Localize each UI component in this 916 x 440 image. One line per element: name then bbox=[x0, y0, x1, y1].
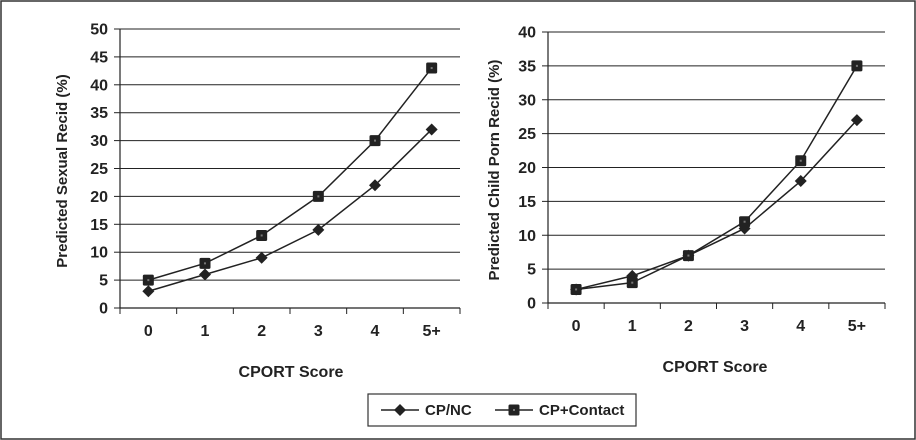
legend-item-cp-contact: CP+Contact bbox=[495, 402, 624, 419]
chart-1-point-cp-contact-dot bbox=[204, 262, 206, 265]
chart-1-y-tick-label: 5 bbox=[99, 273, 108, 290]
chart-1-y-axis-label: Predicted Sexual Recid (%) bbox=[54, 74, 71, 267]
chart-2-y-axis-label: Predicted Child Porn Recid (%) bbox=[486, 60, 503, 281]
chart-2-x-tick-label: 3 bbox=[740, 318, 749, 335]
chart-1-x-tick-label: 3 bbox=[314, 323, 323, 340]
chart-2-x-axis-label: CPORT Score bbox=[663, 359, 768, 376]
chart-2-y-tick-label: 5 bbox=[527, 262, 536, 279]
chart-1-point-cp-nc bbox=[142, 285, 155, 298]
legend-label-cp-contact: CP+Contact bbox=[539, 402, 624, 419]
chart-1-point-cp-nc bbox=[369, 179, 381, 192]
diamond-marker-icon bbox=[394, 404, 406, 416]
chart-1-y-tick-label: 45 bbox=[90, 49, 108, 66]
chart-2-point-cp-nc bbox=[794, 175, 807, 188]
chart-2-x-tick-label: 4 bbox=[796, 318, 805, 335]
chart-1-x-tick-label: 2 bbox=[257, 323, 266, 340]
child-porn-recid-chart: Predicted Child Porn Recid (%) CPORT Sco… bbox=[486, 25, 886, 376]
chart-2-y-tick-label: 20 bbox=[518, 160, 536, 177]
chart-2-point-cp-contact-dot bbox=[575, 288, 578, 291]
legend: CP/NC CP+Contact bbox=[367, 393, 637, 427]
chart-2-point-cp-nc bbox=[850, 114, 863, 127]
chart-1-y-tick-label: 35 bbox=[90, 105, 108, 122]
chart-2-point-cp-contact-dot bbox=[743, 220, 746, 223]
chart-1-point-cp-contact-dot bbox=[317, 195, 320, 198]
chart-1-y-tick-label: 0 bbox=[99, 301, 108, 318]
chart-1-y-tick-label: 30 bbox=[90, 133, 108, 150]
chart-2-point-cp-contact-dot bbox=[799, 159, 802, 162]
chart-1-y-tick-label: 10 bbox=[90, 245, 108, 262]
chart-1-point-cp-contact-dot bbox=[374, 139, 376, 142]
chart-2-series-line-cp-nc bbox=[575, 119, 858, 291]
chart-1-series-line-cp-contact bbox=[148, 67, 433, 281]
chart-2-y-tick-label: 0 bbox=[527, 296, 536, 313]
chart-2-x-tick-label: 2 bbox=[684, 318, 693, 335]
chart-1-x-tick-label: 0 bbox=[144, 323, 153, 340]
chart-1-x-tick-label: 4 bbox=[371, 323, 380, 340]
chart-1-point-cp-nc bbox=[312, 223, 325, 236]
chart-1-point-cp-contact-dot bbox=[430, 67, 433, 70]
chart-1-x-tick-label: 1 bbox=[201, 323, 210, 340]
chart-1-point-cp-nc bbox=[255, 251, 268, 264]
chart-2-point-cp-contact-dot bbox=[687, 254, 690, 257]
chart-2-y-tick-label: 30 bbox=[518, 92, 536, 109]
chart-2-y-tick-label: 10 bbox=[518, 228, 536, 245]
chart-2-series-line-cp-contact bbox=[575, 65, 858, 291]
legend-item-cp-nc: CP/NC bbox=[381, 402, 472, 419]
chart-2-y-tick-label: 40 bbox=[518, 25, 536, 42]
square-marker-inner-dot bbox=[513, 409, 515, 411]
chart-2-y-tick-label: 15 bbox=[518, 194, 536, 211]
chart-1-point-cp-nc bbox=[425, 123, 438, 136]
chart-2-y-tick-label: 25 bbox=[518, 126, 536, 143]
chart-2-point-cp-contact-dot bbox=[631, 281, 634, 284]
chart-1-x-axis-label: CPORT Score bbox=[239, 364, 344, 381]
chart-1-y-tick-label: 50 bbox=[90, 22, 108, 39]
chart-2-x-tick-label: 5+ bbox=[848, 318, 866, 335]
sexual-recid-chart: Predicted Sexual Recid (%) CPORT Score 0… bbox=[54, 22, 461, 381]
chart-1-point-cp-contact-dot bbox=[147, 279, 150, 282]
chart-1-point-cp-nc bbox=[199, 268, 211, 281]
chart-1-x-tick-label: 5+ bbox=[423, 323, 441, 340]
chart-1-point-cp-contact-dot bbox=[260, 234, 263, 237]
chart-1-y-tick-label: 20 bbox=[90, 189, 108, 206]
chart-1-y-tick-label: 25 bbox=[90, 161, 108, 178]
chart-1-y-tick-label: 15 bbox=[90, 217, 108, 234]
chart-1-y-tick-label: 40 bbox=[90, 77, 108, 94]
chart-1-series-line-cp-nc bbox=[148, 128, 433, 292]
chart-2-x-tick-label: 1 bbox=[628, 318, 637, 335]
legend-label-cp-nc: CP/NC bbox=[425, 402, 472, 419]
chart-2-point-cp-contact-dot bbox=[855, 64, 858, 67]
chart-2-x-tick-label: 0 bbox=[572, 318, 581, 335]
chart-2-y-tick-label: 35 bbox=[518, 58, 536, 75]
